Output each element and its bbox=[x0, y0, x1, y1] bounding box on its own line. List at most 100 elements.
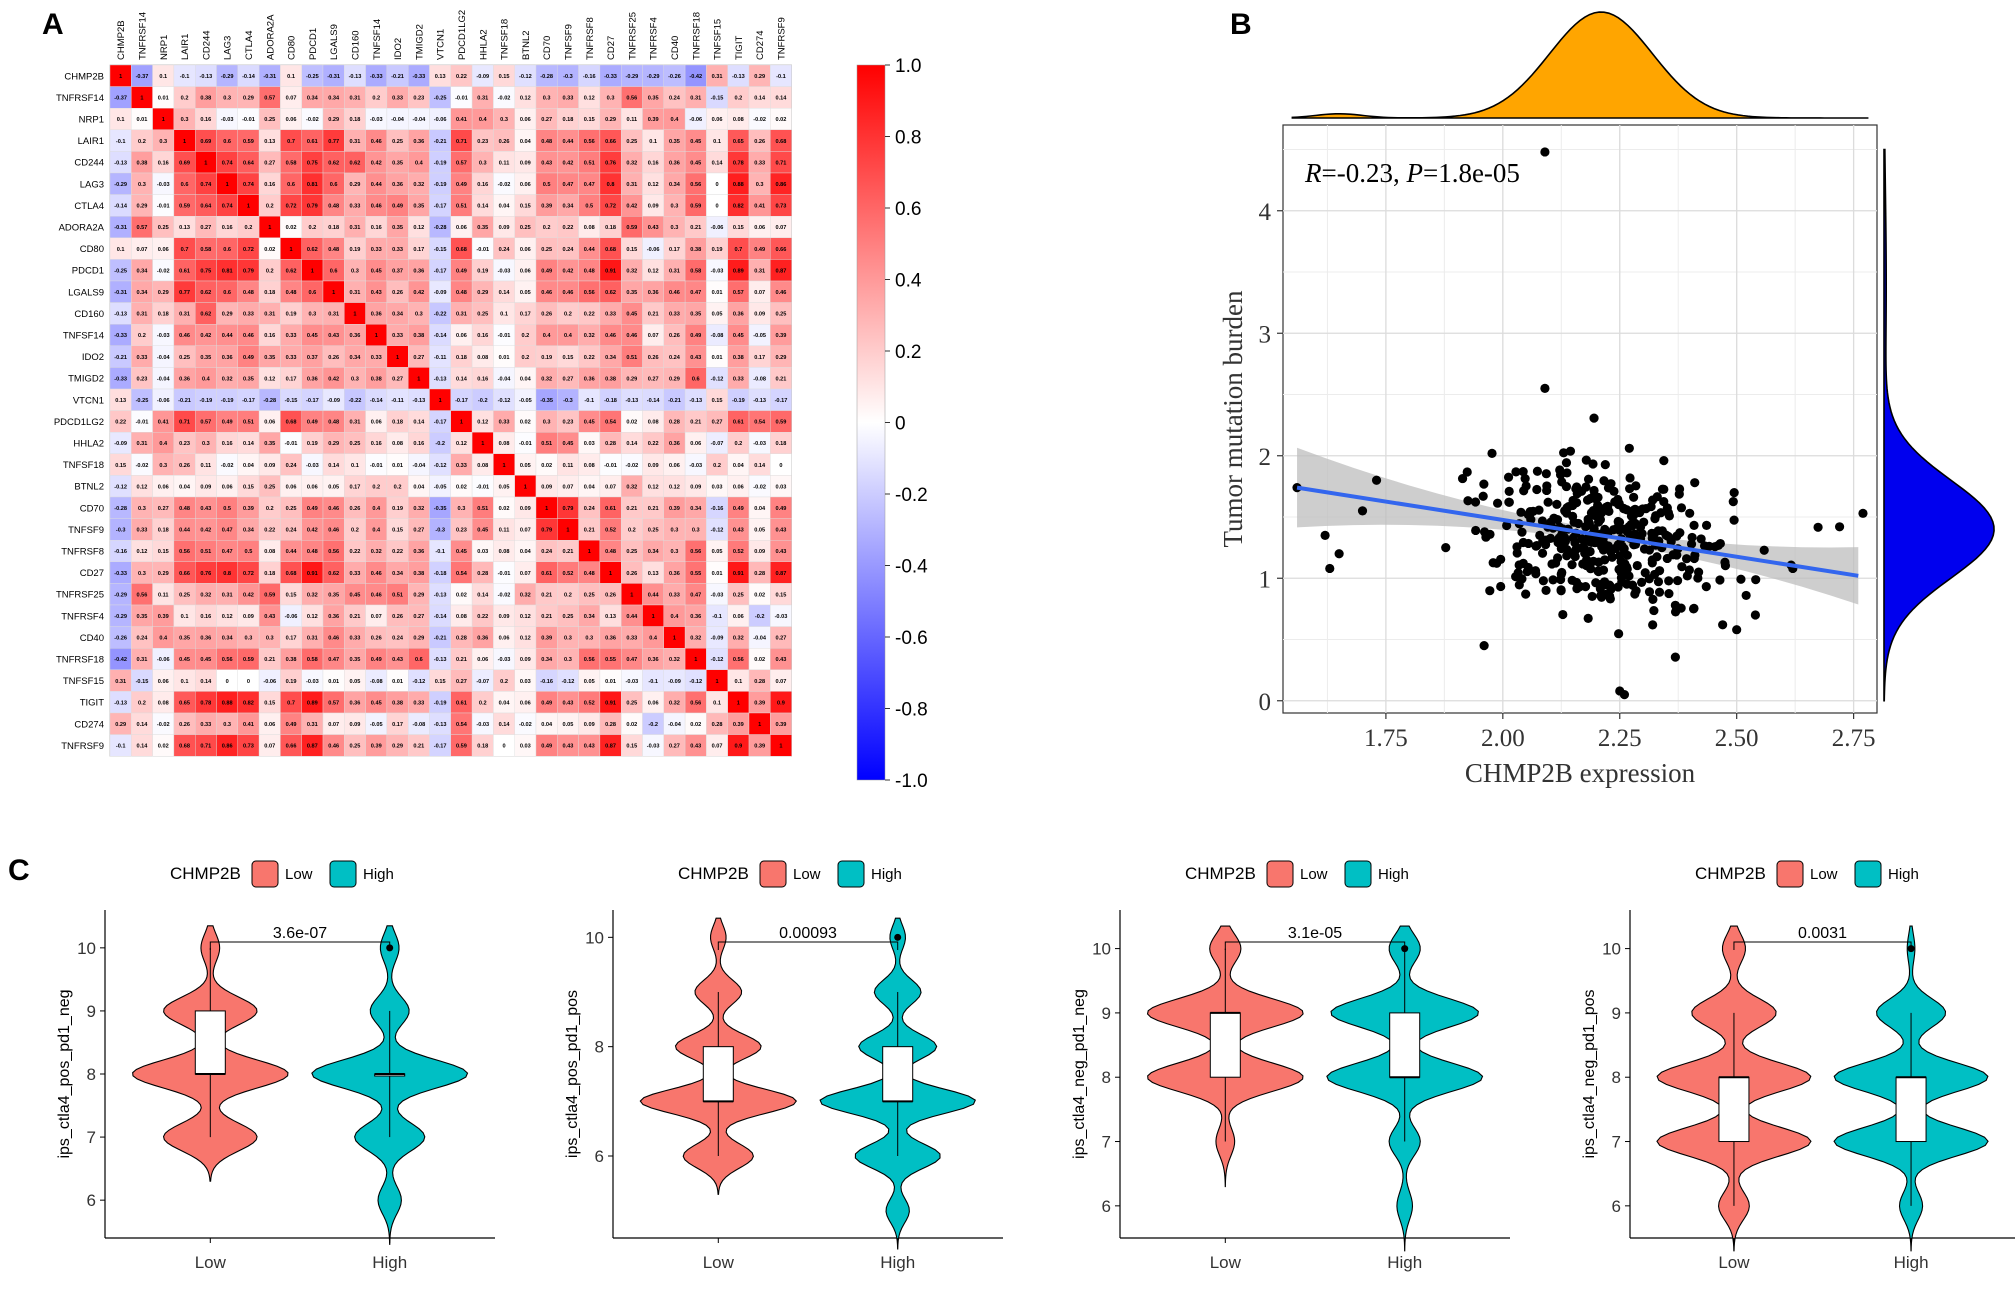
heatmap-cell-value: 0.47 bbox=[626, 657, 637, 663]
scatter-point bbox=[1664, 588, 1674, 599]
heatmap-cell-value: 0.06 bbox=[477, 657, 488, 663]
heatmap-cell-value: -0.04 bbox=[412, 463, 426, 469]
heatmap-cell-value: 0.14 bbox=[413, 420, 425, 426]
heatmap-cell-value: 0.59 bbox=[456, 744, 467, 750]
heatmap-cell-value: 0.18 bbox=[264, 290, 275, 296]
heatmap-cell-value: 0.3 bbox=[266, 636, 274, 642]
heatmap-cell-value: 0.3 bbox=[543, 96, 551, 102]
heatmap-cell-value: 0.49 bbox=[690, 333, 701, 339]
colorbar-tick-label: -0.8 bbox=[895, 700, 928, 721]
heatmap-cell-value: 0.15 bbox=[115, 463, 126, 469]
heatmap-cell-value: -0.06 bbox=[711, 225, 724, 231]
heatmap-cell-value: 0.43 bbox=[690, 744, 701, 750]
y-tick-label: 9 bbox=[87, 1002, 96, 1021]
heatmap-cell-value: 0.07 bbox=[520, 528, 531, 534]
heatmap-cell-value: -0.3 bbox=[563, 74, 573, 80]
y-tick-label: 9 bbox=[1102, 1004, 1111, 1023]
scatter-point bbox=[1587, 591, 1597, 602]
heatmap-cell-value: -0.03 bbox=[753, 441, 766, 447]
heatmap-cell-value: 0.35 bbox=[179, 636, 190, 642]
heatmap-cell-value: 0.51 bbox=[200, 549, 211, 555]
colorbar-tick-label: 0.4 bbox=[895, 271, 922, 292]
heatmap-cell-value: 0.38 bbox=[200, 96, 211, 102]
heatmap-row-label: TIGIT bbox=[80, 698, 104, 709]
heatmap-cell-value: -0.03 bbox=[775, 614, 788, 620]
heatmap-cell-value: -0.09 bbox=[476, 74, 489, 80]
colorbar-tick-label: -0.6 bbox=[895, 628, 928, 649]
legend-title: CHMP2B bbox=[170, 864, 241, 883]
heatmap-cell-value: -0.21 bbox=[434, 139, 447, 145]
heatmap-cell-value: -0.06 bbox=[434, 117, 447, 123]
heatmap-cell-value: 0.74 bbox=[243, 182, 255, 188]
heatmap-cell-value: 0.18 bbox=[456, 355, 467, 361]
heatmap-cell-value: 0.6 bbox=[223, 290, 231, 296]
scatter-point bbox=[1641, 504, 1651, 514]
heatmap-cell-value: 0.87 bbox=[605, 744, 616, 750]
heatmap-cell-value: 0.6 bbox=[223, 139, 231, 145]
x-tick-label: 2.75 bbox=[1832, 725, 1876, 752]
heatmap-cell-value: 0.25 bbox=[264, 117, 275, 123]
heatmap-cell-value: 0.68 bbox=[605, 247, 616, 253]
heatmap-cell-value: 0.06 bbox=[371, 420, 382, 426]
heatmap-cell-value: -0.2 bbox=[435, 441, 445, 447]
heatmap-cell-value: 0.02 bbox=[754, 657, 765, 663]
scatter-point bbox=[1614, 629, 1624, 639]
scatter-point bbox=[1532, 466, 1543, 476]
heatmap-cell-value: 0.06 bbox=[690, 441, 701, 447]
heatmap-cell-value: 0.12 bbox=[520, 614, 531, 620]
heatmap-cell-value: 0.33 bbox=[669, 312, 680, 318]
heatmap-cell-value: 0.02 bbox=[690, 722, 701, 728]
heatmap-cell-value: -0.09 bbox=[668, 679, 681, 685]
heatmap-cell-value: -0.14 bbox=[434, 333, 448, 339]
scatter-point bbox=[1624, 443, 1634, 453]
heatmap-cell-value: 0.05 bbox=[584, 679, 595, 685]
heatmap-cell-value: -0.1 bbox=[435, 549, 445, 555]
heatmap-cell-value: 0.01 bbox=[605, 679, 616, 685]
legend-swatch-low bbox=[759, 860, 787, 888]
heatmap-row-label: VTCN1 bbox=[73, 395, 104, 406]
heatmap-cell-value: 0.58 bbox=[690, 268, 701, 274]
heatmap-cell-value: 0.09 bbox=[243, 614, 254, 620]
heatmap-cell-value: -0.09 bbox=[434, 290, 447, 296]
heatmap-cell-value: 0.28 bbox=[754, 679, 765, 685]
box-high bbox=[882, 1046, 914, 1102]
heatmap-cell-value: 0.18 bbox=[605, 225, 616, 231]
heatmap-cell-value: 0.38 bbox=[137, 160, 148, 166]
heatmap-cell-value: 0.43 bbox=[264, 614, 275, 620]
heatmap-cell-value: -0.03 bbox=[689, 463, 702, 469]
heatmap-row-label: PDCD1 bbox=[72, 266, 104, 277]
heatmap-cell-value: 0.1 bbox=[713, 139, 721, 145]
heatmap-cell-value: 0.48 bbox=[584, 268, 595, 274]
heatmap-cell-value: 0.32 bbox=[541, 376, 552, 382]
heatmap-cell-value: 0.46 bbox=[371, 571, 382, 577]
heatmap-cell-value: 0.66 bbox=[179, 571, 190, 577]
heatmap-cell-value: 0.1 bbox=[287, 74, 295, 80]
heatmap-cell-value: -0.11 bbox=[434, 355, 446, 361]
heatmap-cell-value: 0.56 bbox=[690, 549, 701, 555]
heatmap-cell-value: 0.25 bbox=[776, 312, 787, 318]
heatmap-col-label: TNFSF14 bbox=[372, 19, 383, 60]
heatmap-cell-value: 0.26 bbox=[669, 333, 680, 339]
heatmap-cell-value: -0.03 bbox=[221, 117, 234, 123]
heatmap-cell-value: 0.37 bbox=[392, 268, 403, 274]
heatmap-cell-value: 0.4 bbox=[671, 117, 680, 123]
heatmap-cell-value: 0.31 bbox=[456, 312, 467, 318]
heatmap-cell-value: 0.47 bbox=[222, 528, 233, 534]
scatter-point bbox=[1688, 604, 1699, 614]
heatmap-cell-value: -0.35 bbox=[540, 398, 553, 404]
heatmap-cell-value: -0.33 bbox=[114, 376, 127, 382]
heatmap-cell-value: 0.68 bbox=[286, 571, 297, 577]
heatmap-cell-value: -0.1 bbox=[648, 679, 658, 685]
scatter-point bbox=[1537, 548, 1548, 558]
scatter-point bbox=[1736, 574, 1746, 584]
heatmap-cell-value: -0.05 bbox=[370, 722, 383, 728]
heatmap-cell-value: 0.3 bbox=[181, 117, 189, 123]
heatmap-cell-value: 0.79 bbox=[541, 528, 552, 534]
heatmap-cell-value: 0.59 bbox=[776, 420, 787, 426]
scatter-point bbox=[1701, 520, 1712, 530]
heatmap-cell-value: 0.3 bbox=[138, 506, 146, 512]
heatmap-cell-value: 0.2 bbox=[266, 506, 274, 512]
heatmap-cell-value: 1 bbox=[481, 441, 484, 447]
heatmap-cell-value: -0.13 bbox=[114, 700, 127, 706]
heatmap-cell-value: 0.08 bbox=[584, 225, 595, 231]
